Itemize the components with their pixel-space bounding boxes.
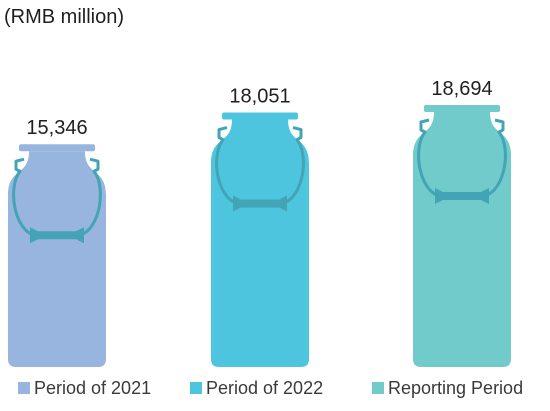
legend-label-2022: Period of 2022 [206, 378, 324, 398]
bar-2021-handle-left [12, 157, 40, 237]
value-label-reporting-period: 18,694 [431, 78, 492, 100]
value-label-2021: 15,346 [26, 117, 87, 139]
bar-reporting-period-grip [435, 188, 489, 204]
legend-swatch-2021 [18, 382, 30, 394]
legend: Period of 2021 Period of 2022 Reporting … [0, 373, 550, 403]
legend-label-2021: Period of 2021 [34, 378, 152, 398]
legend-swatch-2022 [190, 382, 202, 394]
bar-reporting-period-lid [424, 105, 500, 112]
bar-2021-handle-right [74, 157, 102, 237]
unit-label: (RMB million) [4, 6, 124, 28]
bar-2022-handle-right [277, 126, 305, 206]
bar-2022-body [211, 119, 309, 367]
bar-2022-handle-left [215, 126, 243, 206]
legend-swatch-reporting-period [372, 382, 384, 394]
bar-2021 [8, 144, 106, 367]
bar-2021-grip [30, 227, 84, 244]
bar-reporting-period-handle-left [417, 118, 445, 198]
bar-2022 [211, 112, 309, 367]
bar-reporting-period-handle-right [479, 118, 507, 198]
value-label-2022: 18,051 [229, 86, 290, 108]
bar-2022-grip [233, 195, 287, 212]
bar-2022-lid [222, 112, 298, 120]
legend-item-2021: Period of 2021 [18, 373, 151, 403]
legend-item-reporting-period: Reporting Period [372, 373, 523, 403]
legend-label-reporting-period: Reporting Period [388, 378, 524, 398]
bar-2021-body [8, 151, 106, 367]
legend-item-2022: Period of 2022 [190, 373, 323, 403]
bar-2021-lid [19, 144, 95, 152]
bar-reporting-period [413, 105, 511, 367]
bar-reporting-period-body [413, 112, 511, 367]
